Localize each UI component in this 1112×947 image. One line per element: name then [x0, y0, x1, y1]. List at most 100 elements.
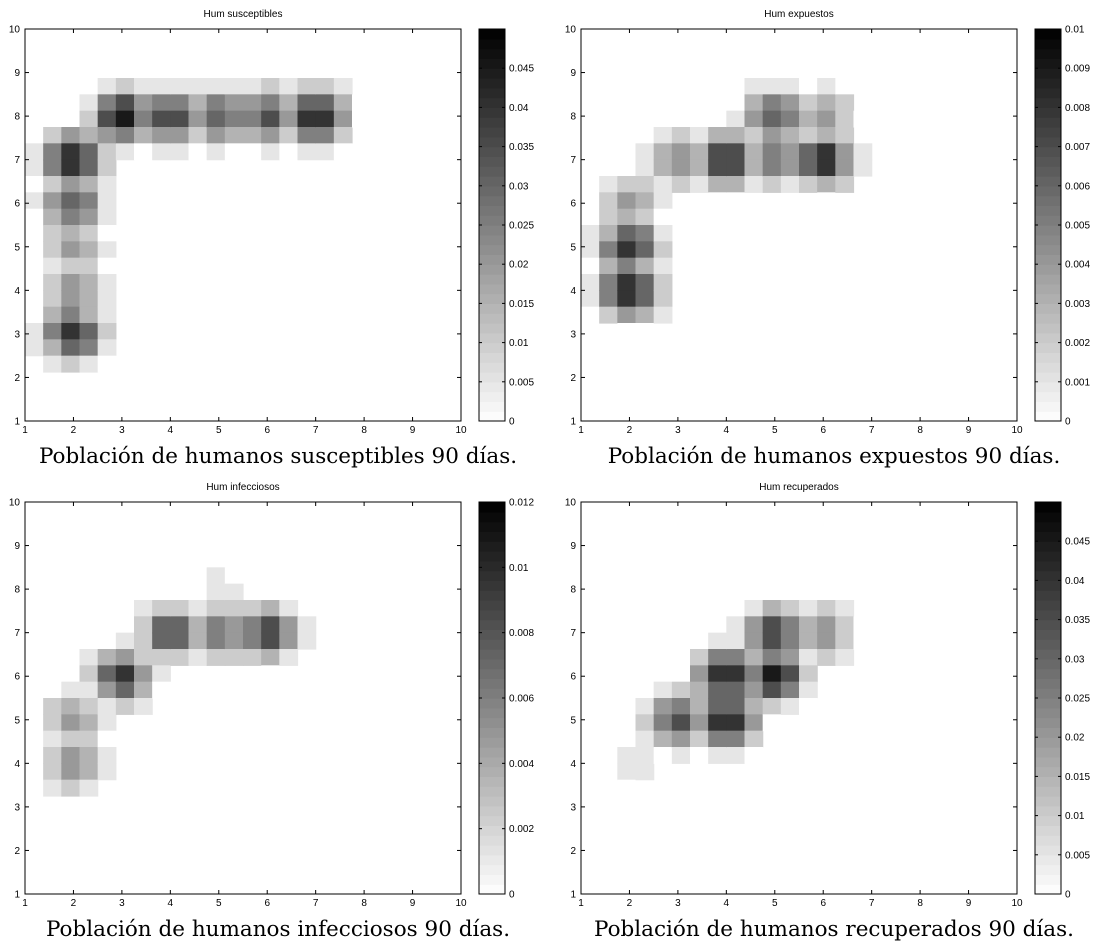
- y-tick-label: 10: [565, 25, 577, 36]
- contour-cell: [43, 241, 62, 259]
- colorbar-tick-label: 0.005: [1065, 221, 1090, 232]
- contour-cell: [97, 714, 117, 732]
- contour-cell: [152, 616, 171, 634]
- contour-cell: [97, 94, 117, 112]
- plot-frame: [24, 28, 462, 422]
- contour-cell: [43, 763, 62, 781]
- contour-cell: [261, 632, 280, 650]
- contour-cell: [43, 714, 62, 732]
- contour-cell: [79, 192, 99, 210]
- colorbar-step: [1035, 166, 1061, 177]
- plot-frame: [580, 28, 1018, 422]
- colorbar-step: [1035, 551, 1061, 562]
- colorbar-tick-label: 0.012: [509, 498, 534, 509]
- contour-cell: [799, 665, 818, 683]
- colorbar-tick-label: 0.03: [1065, 654, 1085, 665]
- contour-cell: [835, 94, 855, 112]
- contour-cell: [835, 649, 855, 666]
- contour-cell: [817, 649, 836, 666]
- colorbar: 0 0.005 0.01 0.015 0.02 0.025 0.03 0.035 0.04 0.0…: [478, 28, 534, 428]
- contour-cell: [653, 225, 673, 242]
- colorbar: 0 0.005 0.01 0.015 0.02 0.025 0.03 0.035 0.04 0.0…: [1034, 501, 1090, 901]
- contour-cell: [188, 143, 208, 161]
- colorbar-step: [1035, 688, 1061, 699]
- y-tick-label: 3: [570, 329, 576, 340]
- colorbar-step: [479, 707, 505, 719]
- contour-cell: [279, 110, 299, 128]
- colorbar-step: [479, 107, 505, 118]
- contour-cell: [297, 616, 317, 634]
- contour-cell: [61, 306, 81, 324]
- contour-cell: [224, 143, 244, 161]
- y-tick-label: 1: [570, 890, 576, 901]
- contour-cell: [671, 143, 691, 161]
- colorbar-step: [479, 551, 505, 562]
- colorbar-step: [1035, 313, 1061, 324]
- colorbar-step: [1035, 225, 1061, 236]
- contour-cell: [708, 632, 727, 650]
- contour-cell: [653, 274, 673, 291]
- contour-cell: [25, 208, 44, 226]
- y-tick-label: 9: [570, 68, 576, 79]
- contour-cell: [79, 257, 99, 275]
- colorbar-step: [1035, 234, 1061, 246]
- contour-cell: [43, 698, 62, 715]
- contour-cell: [780, 176, 800, 193]
- contour-cell: [206, 127, 226, 144]
- colorbar-step: [479, 411, 505, 422]
- contour-cell: [726, 159, 746, 177]
- y-tick-label: 3: [14, 329, 20, 340]
- colorbar-step: [479, 805, 505, 817]
- contour-cell: [635, 306, 655, 324]
- contour-cell: [744, 110, 764, 128]
- contour-cell: [617, 763, 637, 781]
- contour-cell: [261, 665, 280, 683]
- contour-cell: [170, 110, 190, 128]
- contour-cell: [79, 730, 99, 748]
- contour-cell: [206, 143, 226, 161]
- y-tick-label: 8: [570, 112, 576, 123]
- colorbar-step: [1035, 717, 1061, 728]
- x-tick-label: 7: [869, 425, 875, 436]
- y-tick-label: 1: [14, 890, 20, 901]
- contour-cell: [261, 110, 280, 128]
- contour-cell: [617, 159, 637, 177]
- contour-cell: [617, 730, 637, 748]
- contour-cell: [635, 225, 655, 242]
- contour-field: [581, 78, 873, 340]
- contour-cell: [97, 159, 117, 177]
- contour-cell: [25, 763, 44, 781]
- colorbar-step: [1035, 845, 1061, 856]
- contour-cell: [97, 355, 117, 373]
- y-tick-label: 4: [14, 759, 20, 770]
- contour-cell: [79, 208, 99, 226]
- contour-cell: [134, 94, 153, 112]
- contour-cell: [780, 632, 800, 650]
- colorbar-step: [479, 274, 505, 285]
- contour-cell: [762, 681, 782, 699]
- colorbar-tick-label: 0.04: [509, 103, 529, 114]
- contour-cell: [690, 176, 709, 193]
- colorbar-step: [1035, 580, 1061, 591]
- colorbar-step: [1035, 502, 1061, 513]
- contour-cell: [224, 632, 244, 650]
- contour-cell: [726, 698, 746, 715]
- contour-cell: [690, 159, 709, 177]
- contour-cell: [817, 127, 836, 144]
- colorbar-step: [479, 97, 505, 108]
- contour-cell: [206, 583, 226, 601]
- colorbar-step: [479, 521, 505, 532]
- contour-cell: [708, 698, 727, 715]
- contour-cell: [206, 94, 226, 112]
- contour-field: [599, 583, 873, 797]
- colorbar-step: [1035, 146, 1061, 157]
- contour-chart-recuperados: Hum recuperados 1 2 3 4 5 6 7 8 9 10 1 2 3 4 5 6 7 8 9 10 0 0.…: [565, 482, 1091, 909]
- contour-cell: [170, 649, 190, 666]
- contour-cell: [261, 94, 280, 112]
- contour-cell: [835, 632, 855, 650]
- contour-cell: [79, 78, 99, 95]
- contour-cell: [97, 730, 117, 748]
- colorbar-step: [1035, 658, 1061, 670]
- colorbar-step: [1035, 639, 1061, 650]
- contour-cell: [762, 649, 782, 666]
